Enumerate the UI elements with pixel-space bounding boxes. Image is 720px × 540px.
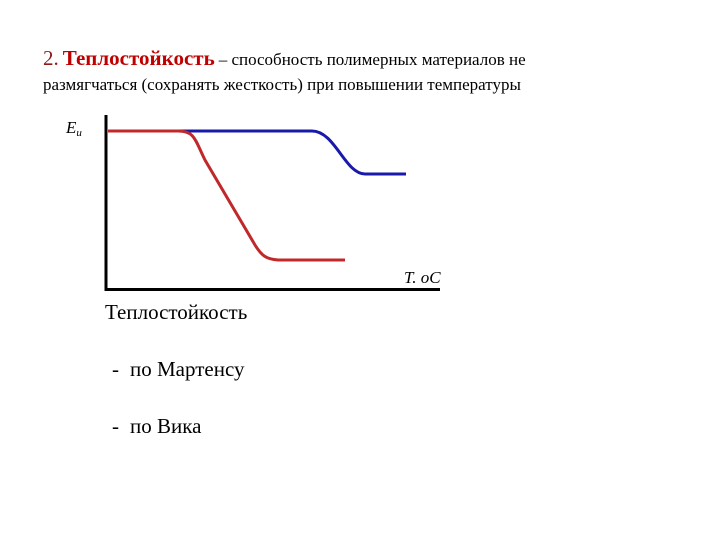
y-axis-subscript: и: [76, 127, 82, 139]
red-curve: [108, 129, 345, 262]
y-axis-symbol: E: [65, 118, 77, 137]
list-bullet: -: [112, 414, 119, 438]
blue-curve: [108, 129, 406, 176]
list-item: по Вика: [130, 414, 202, 438]
heading-line: 2. Теплостойкость – способность полимерн…: [43, 46, 526, 71]
heading-number: 2.: [43, 46, 59, 70]
list-bullet: -: [112, 357, 119, 381]
y-axis-label: Eи: [65, 118, 82, 139]
heading-definition: – способность полимерных материалов не: [218, 50, 526, 69]
list-item: по Мартенсу: [130, 357, 245, 381]
list-title: Теплостойкость: [105, 300, 248, 324]
heading-definition-continued: размягчаться (сохранять жесткость) при п…: [43, 75, 521, 94]
x-axis-label: T. oC: [404, 268, 441, 287]
diagram: Eи T. oC: [65, 115, 441, 291]
heading-term: Теплостойкость: [62, 46, 215, 70]
